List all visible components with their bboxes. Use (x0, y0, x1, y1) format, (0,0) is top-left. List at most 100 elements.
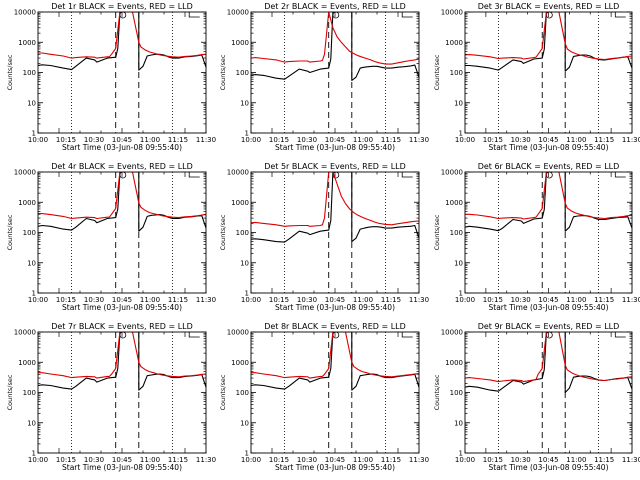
x-tick-label: 10:45 (538, 136, 558, 144)
x-axis-label: Start Time (03-Jun-08 09:55:40) (62, 463, 182, 472)
x-tick-label: 10:00 (28, 456, 48, 464)
series-line-events (465, 12, 632, 72)
x-tick-label: 11:15 (381, 296, 401, 304)
series-group (465, 172, 632, 232)
series-line-lld (251, 332, 419, 379)
panel-title: Det 8r BLACK = Events, RED = LLD (264, 322, 406, 331)
series-line-lld (465, 172, 632, 220)
y-tick-label: 100 (23, 69, 36, 77)
x-tick-label: 11:30 (196, 296, 216, 304)
panel-title: Det 1r BLACK = Events, RED = LLD (51, 2, 193, 11)
series-group (38, 332, 206, 391)
x-tick-label: 10:00 (455, 296, 475, 304)
x-tick-label: 11:30 (196, 136, 216, 144)
y-tick-label: 1 (32, 130, 36, 138)
series-group (251, 12, 419, 81)
x-tick-label: 10:30 (511, 296, 531, 304)
decimation-marker (401, 12, 413, 18)
series-line-events (251, 172, 419, 243)
y-axis-label: Counts/sec (6, 374, 14, 410)
series-group (465, 332, 632, 394)
plot-frame (37, 331, 207, 454)
y-axis-label: Counts/sec (6, 214, 14, 250)
y-tick-label: 10000 (14, 9, 36, 17)
y-tick-label: 1 (32, 290, 36, 298)
x-tick-label: 11:00 (566, 296, 586, 304)
panel-title: Det 4r BLACK = Events, RED = LLD (51, 162, 193, 171)
attenuator-marker (119, 11, 127, 19)
decimation-marker (188, 172, 200, 178)
y-tick-label: 1000 (231, 359, 249, 367)
x-tick-label: 10:15 (56, 296, 76, 304)
plot-frame (37, 171, 207, 294)
plot-frame (250, 11, 420, 134)
y-tick-label: 1 (245, 290, 249, 298)
x-tick-label: 10:00 (455, 456, 475, 464)
y-tick-label: 100 (450, 229, 463, 237)
x-tick-label: 10:30 (84, 456, 104, 464)
x-tick-label: 10:00 (241, 136, 261, 144)
decimation-marker (614, 332, 626, 338)
x-tick-label: 10:30 (84, 296, 104, 304)
y-axis-label: Counts/sec (219, 374, 227, 410)
x-tick-label: 10:15 (483, 456, 503, 464)
y-tick-label: 1000 (231, 199, 249, 207)
y-tick-label: 1000 (231, 39, 249, 47)
x-tick-label: 10:30 (511, 136, 531, 144)
y-tick-label: 1 (32, 450, 36, 458)
series-line-events (251, 12, 419, 81)
decimation-marker (401, 172, 413, 178)
x-tick-label: 10:45 (538, 456, 558, 464)
x-axis-label: Start Time (03-Jun-08 09:55:40) (489, 463, 609, 472)
x-axis-label: Start Time (03-Jun-08 09:55:40) (62, 143, 182, 152)
x-tick-label: 10:00 (455, 136, 475, 144)
y-tick-label: 10000 (441, 9, 463, 17)
y-tick-label: 1 (459, 450, 463, 458)
y-tick-label: 1000 (445, 359, 463, 367)
x-tick-label: 10:15 (483, 296, 503, 304)
y-axis-label: Counts/sec (433, 214, 441, 250)
x-tick-label: 10:30 (297, 296, 317, 304)
detector-panel: 1 10 100 1000 10000 10:00 10:15 10:30 10:45 11:00… (6, 2, 216, 152)
attenuator-marker (545, 11, 553, 19)
series-line-events (38, 12, 206, 71)
decimation-marker (401, 332, 413, 338)
y-tick-label: 10000 (227, 9, 249, 17)
series-line-lld (251, 12, 419, 65)
x-axis-label: Start Time (03-Jun-08 09:55:40) (489, 143, 609, 152)
panel-title: Det 9r BLACK = Events, RED = LLD (478, 322, 620, 331)
attenuator-marker (332, 331, 340, 339)
x-tick-label: 10:00 (241, 456, 261, 464)
series-line-events (38, 172, 206, 232)
attenuator-marker (332, 11, 340, 19)
y-tick-label: 10 (27, 419, 36, 427)
x-axis-label: Start Time (03-Jun-08 09:55:40) (489, 303, 609, 312)
series-line-events (251, 332, 419, 391)
x-tick-label: 11:00 (566, 136, 586, 144)
x-tick-label: 10:30 (297, 136, 317, 144)
y-tick-label: 10 (27, 259, 36, 267)
y-tick-label: 10000 (441, 169, 463, 177)
plot-frame (37, 11, 207, 134)
x-tick-label: 11:15 (168, 296, 188, 304)
panel-title: Det 6r BLACK = Events, RED = LLD (478, 162, 620, 171)
x-tick-label: 11:15 (381, 456, 401, 464)
decimation-marker (614, 12, 626, 18)
x-tick-label: 10:45 (325, 296, 345, 304)
series-line-events (38, 332, 206, 391)
x-tick-label: 11:00 (140, 456, 160, 464)
y-tick-label: 10 (240, 419, 249, 427)
series-group (251, 172, 419, 243)
y-tick-label: 100 (23, 389, 36, 397)
x-tick-label: 11:00 (566, 456, 586, 464)
detector-panel: 1 10 100 1000 10000 10:00 10:15 10:30 10:45 11:00… (219, 2, 429, 152)
series-line-lld (38, 332, 206, 379)
y-tick-label: 10000 (441, 329, 463, 337)
y-tick-label: 100 (236, 69, 249, 77)
series-line-events (465, 332, 632, 394)
x-tick-label: 10:30 (511, 456, 531, 464)
x-tick-label: 10:15 (56, 136, 76, 144)
x-axis-label: Start Time (03-Jun-08 09:55:40) (275, 463, 395, 472)
series-line-lld (465, 332, 632, 383)
